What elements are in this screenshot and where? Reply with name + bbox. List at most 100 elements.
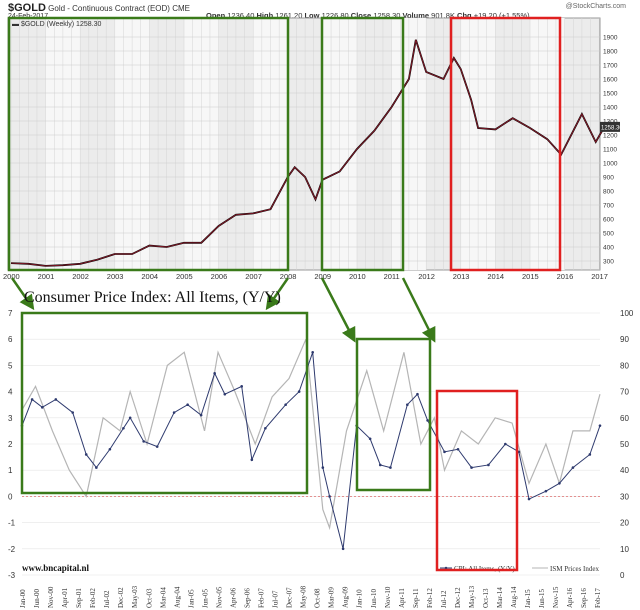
gold-xtick-label: 2017 <box>591 272 608 281</box>
cpi-xtick-label: Dec-02 <box>117 587 125 608</box>
gold-ytick-label: 900 <box>603 175 614 182</box>
cpi-ytick-left-label: -1 <box>8 519 16 528</box>
cpi-xtick-label: Apr-01 <box>61 587 69 608</box>
cpi-point <box>406 403 409 407</box>
gold-xtick-label: 2002 <box>72 272 89 281</box>
gold-xtick-label: 2014 <box>487 272 504 281</box>
cpi-xtick-label: Nov-10 <box>384 586 392 608</box>
gold-xtick-label: 2011 <box>384 272 400 281</box>
exchange: CME <box>172 4 190 13</box>
cpi-point <box>71 411 74 414</box>
gold-xtick-label: 2001 <box>38 272 55 281</box>
cpi-point <box>504 442 507 446</box>
gold-xtick-label: 2003 <box>107 272 124 281</box>
gold-ytick-label: 800 <box>603 189 614 196</box>
gold-ytick-label: 400 <box>603 245 614 252</box>
gold-xtick-label: 2007 <box>245 272 262 281</box>
cpi-xtick-label: Aug-14 <box>510 586 518 608</box>
chart-date: 24-Feb-2017 <box>8 13 49 20</box>
low-value: 1226.80 <box>321 11 349 20</box>
low-label: Low <box>304 11 320 20</box>
cpi-point <box>571 466 575 469</box>
ism-legend-label: ISM Prices Index <box>550 565 599 573</box>
watermark: www.bncapital.nl <box>22 563 90 573</box>
cpi-ytick-left-label: 0 <box>8 492 13 501</box>
gold-legend-label: $GOLD (Weekly) 1258.30 <box>20 21 102 28</box>
cpi-ytick-right-label: 40 <box>620 466 629 475</box>
cpi-point <box>487 463 490 467</box>
cpi-xtick-label: May-08 <box>300 585 308 608</box>
cpi-point <box>213 371 216 375</box>
cpi-xtick-label: Jul-12 <box>440 590 448 608</box>
cpi-point <box>311 351 314 354</box>
annotation-box-red <box>435 389 519 572</box>
cpi-xtick-label: Apr-11 <box>398 588 406 608</box>
gold-xtick-label: 2012 <box>418 272 435 281</box>
cpi-point <box>558 482 561 485</box>
ism-prices-line <box>21 338 601 531</box>
cpi-xtick-label: Aug-09 <box>342 586 350 608</box>
gold-ytick-label: 1700 <box>603 63 618 70</box>
gold-ytick-label: 300 <box>603 259 614 266</box>
cpi-ytick-right-label: 100 <box>620 309 634 318</box>
instrument-name: Gold - Continuous Contract (EOD) <box>48 4 170 13</box>
cpi-xtick-label: Feb-12 <box>426 588 434 608</box>
cpi-xtick-label: Jul-07 <box>272 590 280 608</box>
gold-xtick-label: 2004 <box>141 272 158 281</box>
gold-xtick-label: 2009 <box>314 272 331 281</box>
close-label: Close <box>350 11 372 20</box>
cpi-xtick-label: Feb-02 <box>89 588 97 608</box>
annotation-box-red <box>449 16 562 272</box>
cpi-ytick-left-label: -2 <box>8 545 16 554</box>
cpi-xtick-label: May-03 <box>131 585 139 608</box>
cpi-xtick-label: Mar-14 <box>496 587 504 608</box>
cpi-xtick-label: Jun-10 <box>370 588 378 608</box>
gold-plot-area <box>7 17 601 271</box>
cpi-point <box>128 416 132 420</box>
cpi-ytick-right-label: 70 <box>620 388 629 397</box>
source-label: @StockCharts.com <box>565 3 626 10</box>
open-value: 1236.40 <box>227 11 255 20</box>
cpi-xtick-label: May-13 <box>468 585 476 608</box>
chg-label: Chg <box>457 11 472 20</box>
cpi-point <box>588 453 592 456</box>
cpi-xtick-label: Dec-12 <box>454 587 462 608</box>
gold-ytick-label: 1800 <box>603 49 618 56</box>
gold-xtick-label: 2000 <box>3 272 20 281</box>
cpi-point <box>186 403 189 407</box>
cpi-xtick-label: Nov-05 <box>215 586 223 608</box>
cpi-line <box>21 352 601 549</box>
cpi-xtick-label: Jan-00 <box>19 589 27 608</box>
cpi-point <box>598 424 602 427</box>
volume-value: 901.8K <box>431 11 455 20</box>
chg-value: +19.20 (+1.55%) <box>473 11 530 20</box>
cpi-ytick-right-label: 20 <box>620 519 629 528</box>
cpi-legend-marker <box>444 566 448 570</box>
cpi-ytick-right-label: 30 <box>620 492 629 501</box>
cpi-point <box>250 458 254 462</box>
cpi-point <box>84 453 88 456</box>
symbol: $GOLD <box>8 2 46 14</box>
cpi-point <box>378 463 382 467</box>
cpi-point <box>456 447 460 451</box>
gold-xtick-label: 2008 <box>280 272 297 281</box>
cpi-ytick-left-label: 1 <box>8 466 13 475</box>
cpi-xtick-label: Nov-15 <box>552 586 560 608</box>
gold-xtick-label: 2015 <box>522 272 539 281</box>
cpi-ytick-left-label: 5 <box>8 361 13 370</box>
gold-xtick-label: 2016 <box>557 272 574 281</box>
cpi-point <box>297 390 301 393</box>
gold-ytick-label: 1900 <box>603 35 618 42</box>
cpi-point <box>426 419 429 422</box>
cpi-point <box>40 406 44 409</box>
cpi-xtick-label: Jan-15 <box>524 589 532 608</box>
cpi-xtick-label: Feb-07 <box>258 588 266 608</box>
gold-ytick-label: 500 <box>603 231 614 238</box>
ohlc-readout: Open 1236.40 High 1261.20 Low 1226.80 Cl… <box>206 11 530 20</box>
cpi-xtick-label: Sep-06 <box>243 588 251 608</box>
cpi-point <box>416 392 419 396</box>
gold-ytick-label: 700 <box>603 203 614 210</box>
cpi-point <box>223 392 227 396</box>
cpi-ytick-right-label: 90 <box>620 335 629 344</box>
